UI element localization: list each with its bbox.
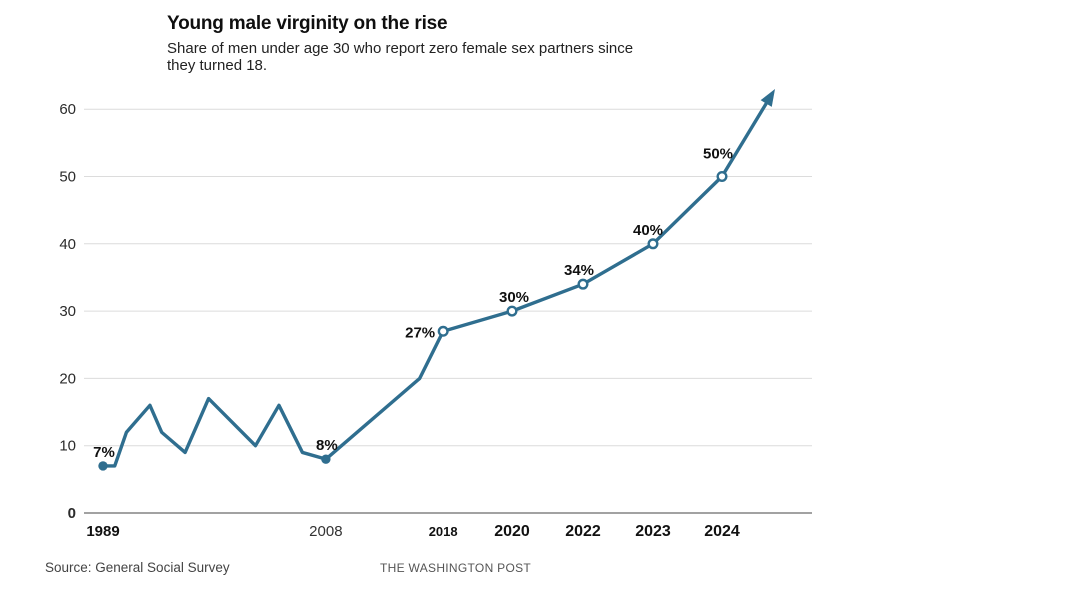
y-tick-label: 60	[59, 101, 76, 118]
y-tick-label: 0	[68, 505, 76, 522]
trend-arrow-head	[760, 89, 775, 107]
x-tick-label: 2020	[494, 523, 530, 540]
series-line	[101, 174, 724, 468]
data-point-label: 30%	[499, 289, 529, 306]
chart-title: Young male virginity on the rise	[167, 13, 448, 34]
trend-arrow-shaft	[720, 98, 771, 178]
x-tick-label: 2023	[635, 523, 671, 540]
y-tick-label: 20	[59, 370, 76, 387]
x-tick-label: 2018	[429, 524, 458, 539]
y-tick-label: 50	[59, 169, 76, 186]
x-tick-label: 2008	[309, 523, 342, 540]
x-tick-label: 2022	[565, 523, 601, 540]
data-point-label: 7%	[93, 444, 115, 461]
data-point-marker	[437, 325, 449, 337]
publisher-credit: THE WASHINGTON POST	[380, 561, 532, 575]
data-point-marker	[716, 170, 728, 182]
data-point-marker	[98, 461, 108, 471]
y-tick-label: 10	[59, 438, 76, 455]
data-point-marker	[321, 454, 331, 464]
data-point-label: 27%	[405, 324, 435, 341]
y-tick-label: 40	[59, 236, 76, 253]
x-tick-label: 2024	[704, 523, 740, 540]
data-point-label: 50%	[703, 146, 733, 163]
x-tick-label: 1989	[86, 523, 119, 540]
data-point-label: 8%	[316, 437, 338, 454]
data-point-marker	[647, 238, 659, 250]
data-point-marker	[577, 278, 589, 290]
chart-subtitle: Share of men under age 30 who report zer…	[167, 40, 634, 75]
data-point-marker	[506, 305, 518, 317]
y-tick-label: 30	[59, 303, 76, 320]
data-point-label: 40%	[633, 222, 663, 239]
source-note: Source: General Social Survey	[45, 560, 230, 575]
data-point-label: 34%	[564, 262, 594, 279]
